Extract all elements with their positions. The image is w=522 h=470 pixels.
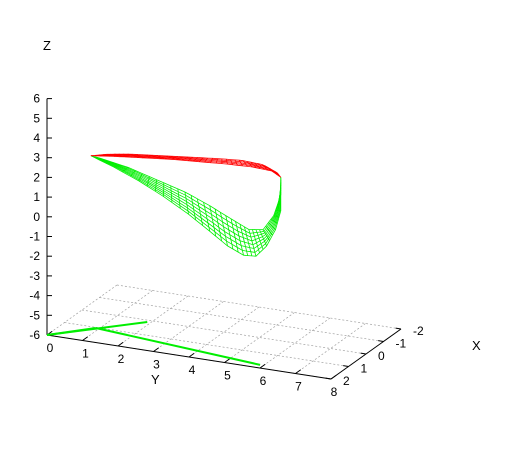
axes: [46, 98, 402, 380]
y-tick-label: 8: [331, 385, 338, 399]
z-tick-label: 1: [33, 190, 40, 204]
top-surface-mesh: [98, 154, 280, 176]
y-tick-label: 3: [153, 358, 160, 372]
bottom-surface-mesh: [239, 224, 249, 256]
surface-mesh: [46, 153, 282, 366]
y-tick-mark: [295, 369, 302, 374]
grid-line-y: [295, 323, 366, 374]
grid-line-y: [188, 306, 260, 358]
y-tick-mark: [82, 336, 89, 341]
x-tick-mark: [325, 377, 332, 380]
bottom-surface-mesh: [252, 229, 260, 253]
z-tick-label: 5: [33, 111, 40, 125]
y-tick-label: 2: [118, 352, 125, 366]
top-surface-mesh: [102, 154, 279, 175]
y-tick-mark: [224, 358, 231, 363]
y-tick-mark: [330, 374, 337, 380]
x-tick-mark: [360, 352, 367, 355]
x-tick-label: 0: [378, 349, 385, 363]
y-tick-mark: [259, 363, 266, 369]
x-tick-label: 1: [361, 362, 368, 376]
z-tick-label: -3: [29, 269, 40, 283]
bottom-surface-mesh: [225, 215, 234, 250]
top-surface-mesh: [90, 155, 282, 178]
x-tick-mark: [343, 365, 349, 367]
z-tick-label: 6: [33, 92, 40, 106]
x-tick-label: -2: [413, 324, 424, 338]
bottom-surface-mesh: [255, 229, 264, 250]
bottom-surface-mesh: [248, 229, 257, 257]
z-tick-label: -5: [29, 308, 40, 322]
floor-grid: [46, 284, 402, 380]
grid-line-y: [224, 312, 295, 363]
bottom-surface-mesh: [209, 205, 217, 237]
top-surface-mesh: [106, 153, 278, 174]
top-surface-mesh: [94, 155, 281, 177]
y-tick-label: 7: [295, 380, 302, 394]
bottom-surface-mesh: [97, 157, 282, 238]
z-tick-label: 3: [33, 151, 40, 165]
x-tick-label: -1: [396, 337, 407, 351]
bottom-surface-mesh: [214, 208, 222, 242]
bottom-surface-mesh: [98, 157, 282, 234]
bottom-surface-mesh: [99, 157, 282, 231]
z-tick-label: 2: [33, 170, 40, 184]
z-tick-label: -2: [29, 249, 40, 263]
y-tick-mark: [153, 347, 160, 352]
bottom-surface-mesh: [235, 221, 244, 256]
bottom-surface-mesh: [244, 226, 253, 256]
bottom-surface-mesh: [197, 198, 204, 226]
x-axis-label: X: [472, 338, 481, 353]
y-tick-label: 4: [189, 363, 196, 377]
z-tick-label: -4: [29, 289, 40, 303]
floor-projection-line: [95, 326, 261, 366]
x-tick-mark: [378, 340, 384, 342]
bottom-surface-mesh: [95, 156, 282, 242]
grid-line-y: [117, 295, 189, 347]
z-axis-label: Z: [43, 38, 51, 53]
bottom-surface-mesh: [93, 156, 282, 249]
bottom-surface-mesh: [203, 202, 211, 232]
y-tick-mark: [117, 341, 124, 347]
floor-projection-line: [46, 326, 96, 336]
z-tick-label: 4: [33, 131, 40, 145]
bottom-surface-mesh: [90, 155, 282, 257]
bottom-surface-mesh: [220, 212, 228, 246]
z-tick-label: -6: [29, 328, 40, 342]
grid-line-y: [259, 317, 331, 369]
bottom-surface-mesh: [94, 156, 282, 246]
y-tick-label: 5: [224, 369, 231, 383]
x-tick-label: 2: [343, 374, 350, 388]
z-tick-label: -1: [29, 230, 40, 244]
bottom-surface-mesh: [230, 218, 239, 253]
x-tick-mark: [395, 327, 402, 330]
y-tick-label: 1: [82, 347, 89, 361]
y-tick-mark: [188, 352, 195, 358]
y-tick-label: 6: [260, 374, 267, 388]
bottom-surface-mesh: [91, 155, 282, 253]
z-tick-label: 0: [33, 210, 40, 224]
y-axis-label: Y: [151, 372, 160, 387]
y-tick-label: 0: [47, 341, 54, 355]
